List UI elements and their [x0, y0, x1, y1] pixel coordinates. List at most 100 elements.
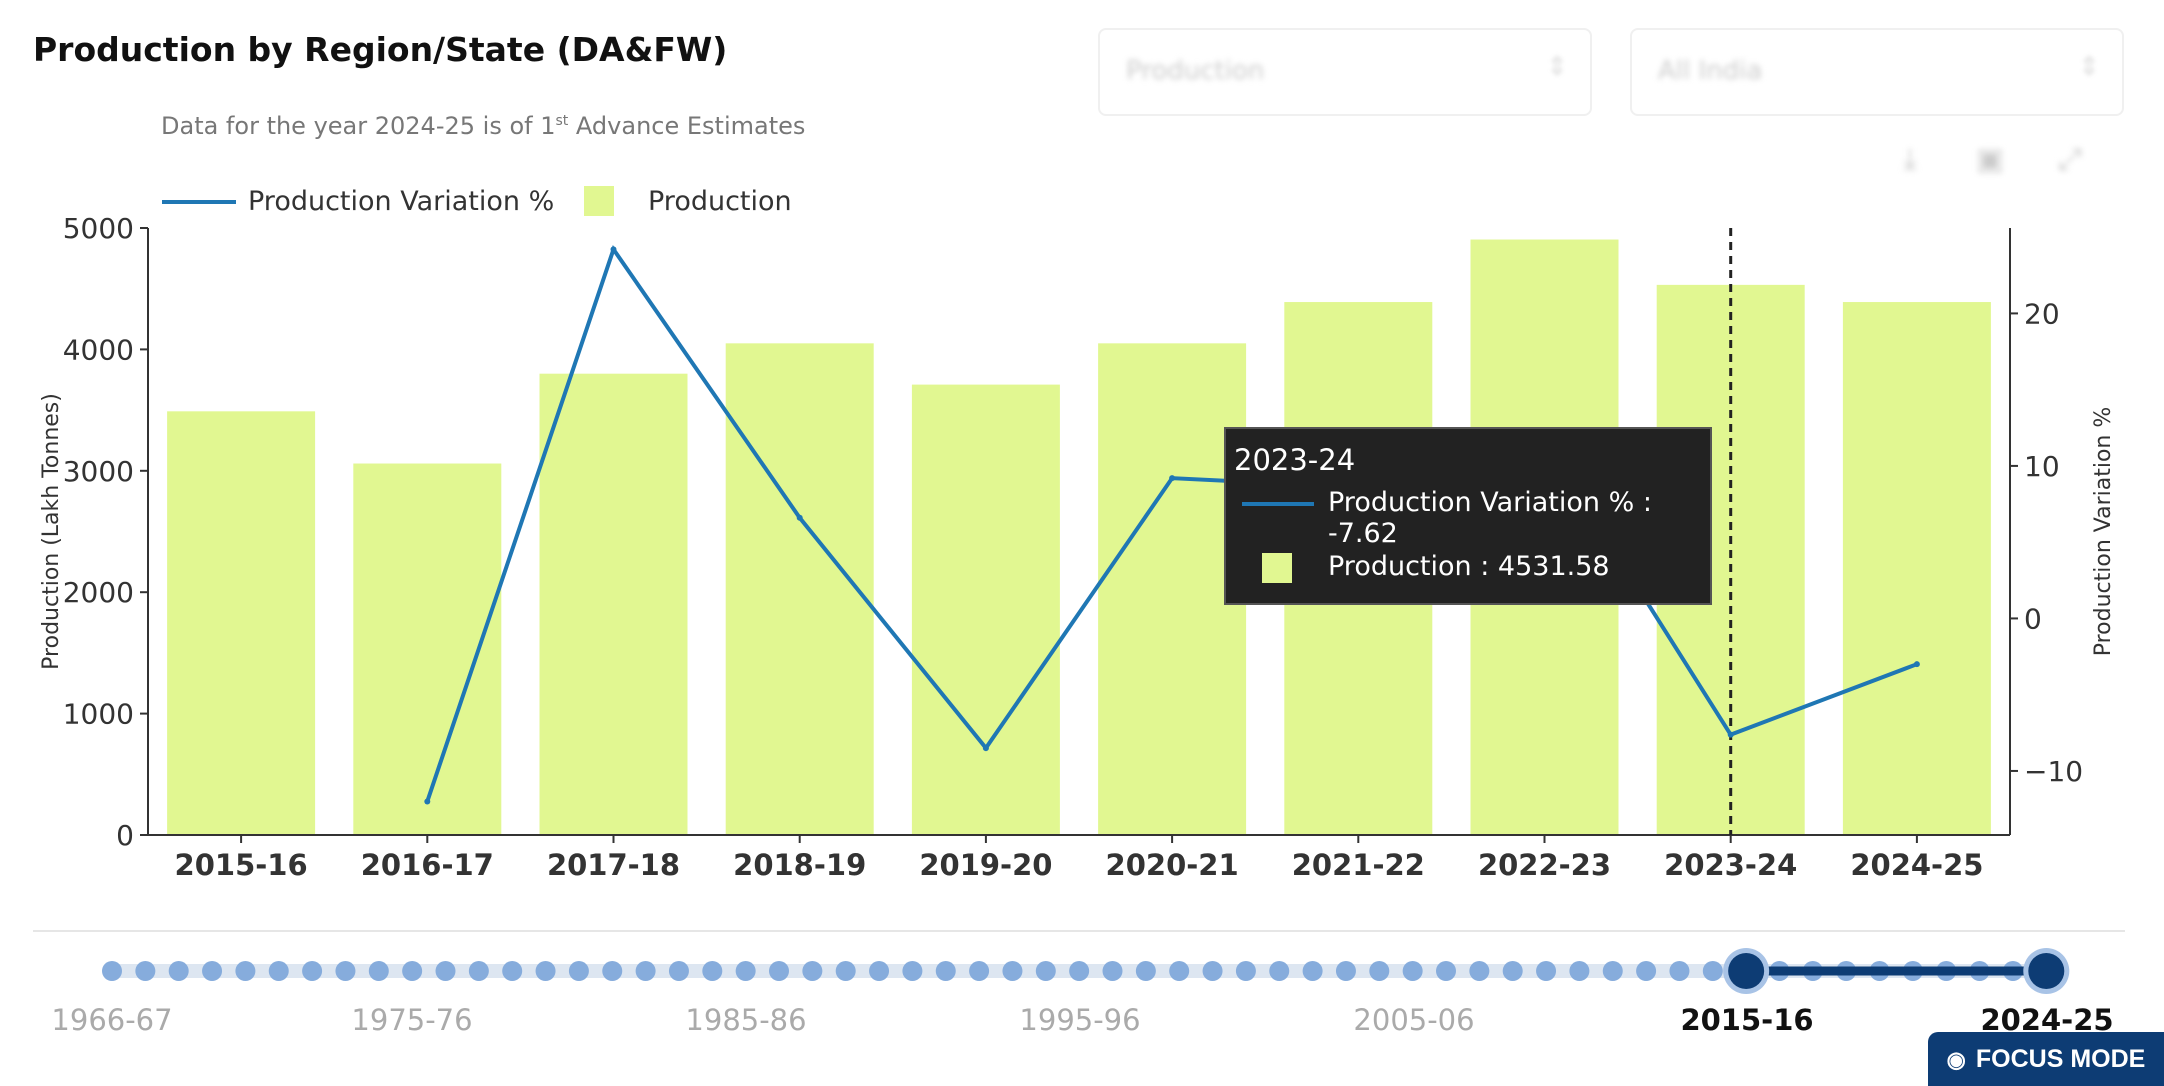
slider-dot[interactable] [1869, 961, 1890, 981]
slider-dot[interactable] [869, 961, 890, 981]
slider-dot[interactable] [302, 961, 323, 981]
slider-dot[interactable] [735, 961, 756, 981]
divider [33, 930, 2125, 932]
image-icon[interactable]: ▣ [1975, 142, 2005, 177]
slider-dot[interactable] [1235, 961, 1256, 981]
slider-dot[interactable] [1969, 961, 1990, 981]
slider-dot[interactable] [635, 961, 656, 981]
slider-dot[interactable] [1802, 961, 1823, 981]
bar[interactable] [167, 411, 316, 835]
slider-dot[interactable] [1836, 961, 1857, 981]
slider-dot[interactable] [1736, 961, 1757, 981]
slider-end-handle[interactable] [2028, 953, 2065, 989]
bar[interactable] [539, 373, 688, 835]
measure-dropdown[interactable]: Production ⇕ [1098, 28, 1592, 116]
slider-dot[interactable] [802, 961, 823, 981]
line-point [424, 798, 431, 805]
slider-label: 1966-67 [51, 1003, 173, 1037]
chevron-icon: ⇕ [1546, 52, 1568, 82]
slider-dot[interactable] [268, 961, 289, 981]
slider-dot[interactable] [935, 961, 956, 981]
slider-dot[interactable] [835, 961, 856, 981]
slider-dot[interactable] [502, 961, 523, 981]
slider-dot[interactable] [435, 961, 456, 981]
line-point [1727, 731, 1734, 738]
slider-dot[interactable] [1402, 961, 1423, 981]
slider-dot[interactable] [1102, 961, 1123, 981]
slider-start-handle[interactable] [1728, 953, 1765, 989]
bar[interactable] [911, 384, 1060, 835]
slider-dot[interactable] [1469, 961, 1490, 981]
slider-dot[interactable] [668, 961, 689, 981]
slider-dot[interactable] [1202, 961, 1223, 981]
tooltip-title: 2023-24 [1234, 443, 1356, 477]
slider-dot[interactable] [1002, 961, 1023, 981]
slider-dot[interactable] [969, 961, 990, 981]
bar[interactable] [725, 343, 874, 835]
slider-dot[interactable] [102, 961, 122, 981]
slider-end-label: 2024-25 [1980, 1003, 2114, 1037]
slider-dot[interactable] [769, 961, 789, 981]
slider-dot[interactable] [1936, 961, 1957, 981]
slider-dot[interactable] [202, 961, 223, 981]
x-tick-label: 2022-23 [1478, 848, 1611, 882]
slider-start-handle-halo [1723, 948, 1770, 994]
slider-dot[interactable] [1702, 961, 1723, 981]
bar[interactable] [1098, 343, 1247, 835]
slider-dot[interactable] [1602, 961, 1623, 981]
slider-dot[interactable] [535, 961, 556, 981]
slider-dot[interactable] [1636, 961, 1657, 981]
legend-bar-label[interactable]: Production [648, 186, 792, 217]
slider-dot[interactable] [368, 961, 389, 981]
region-dropdown[interactable]: All India ⇕ [1630, 28, 2124, 116]
slider-dot[interactable] [135, 961, 156, 981]
y-tick-label: 5000 [63, 212, 134, 245]
bar[interactable] [1842, 302, 1991, 836]
slider-dot[interactable] [1669, 961, 1690, 981]
y-tick-label: 1000 [63, 698, 134, 731]
slider-dot[interactable] [1302, 961, 1323, 981]
y2-tick-label: −10 [2024, 755, 2083, 788]
slider-dot[interactable] [1569, 961, 1590, 981]
slider-dot[interactable] [1369, 961, 1390, 981]
slider-dot[interactable] [702, 961, 723, 981]
slider-dot[interactable] [335, 961, 356, 981]
slider-dot[interactable] [2002, 961, 2023, 981]
legend-line-swatch [162, 200, 236, 204]
y2-tick-label: 0 [2024, 602, 2042, 635]
x-tick-label: 2024-25 [1850, 848, 1983, 882]
expand-icon[interactable]: ⤢ [2058, 142, 2082, 177]
slider-dot[interactable] [1335, 961, 1356, 981]
slider-dot[interactable] [1169, 961, 1190, 981]
slider-dot[interactable] [235, 961, 256, 981]
slider-dot[interactable] [1769, 961, 1790, 981]
chart-subtitle: Data for the year 2024-25 is of 1st Adva… [161, 112, 806, 140]
y-tick-label: 0 [116, 819, 134, 852]
combo-chart: 0 1000 2000 3000 4000 5000 −10 0 10 20 2015-16 2016… [39, 212, 2116, 882]
slider-dot[interactable] [1536, 961, 1557, 981]
slider-dot[interactable] [168, 961, 189, 981]
x-tick-label: 2018-19 [733, 848, 866, 882]
slider-dot[interactable] [468, 961, 489, 981]
slider-dot[interactable] [568, 961, 589, 981]
slider-dot[interactable] [1902, 961, 1923, 981]
chart-title: Production by Region/State (DA&FW) [33, 30, 728, 69]
legend-line-label[interactable]: Production Variation % [248, 186, 555, 217]
slider-end-handle-halo [2023, 948, 2070, 994]
slider-dot[interactable] [1035, 961, 1056, 981]
hover-tooltip: 2023-24 Production Variation % : -7.62 P… [1224, 427, 1712, 605]
slider-dot[interactable] [2036, 961, 2057, 981]
slider-dot[interactable] [402, 961, 423, 981]
slider-dot[interactable] [1436, 961, 1456, 981]
slider-dot[interactable] [1069, 961, 1090, 981]
slider-dot[interactable] [1269, 961, 1290, 981]
slider-label: 2005-06 [1353, 1003, 1475, 1037]
slider-dot[interactable] [602, 961, 623, 981]
legend-bar-swatch [584, 186, 614, 216]
x-tick-label: 2019-20 [919, 848, 1052, 882]
focus-mode-button[interactable]: ◉ FOCUS MODE [1928, 1032, 2164, 1086]
slider-dot[interactable] [902, 961, 923, 981]
slider-dot[interactable] [1502, 961, 1523, 981]
slider-dot[interactable] [1135, 961, 1156, 981]
download-icon[interactable]: ⤓ [1903, 142, 1917, 177]
